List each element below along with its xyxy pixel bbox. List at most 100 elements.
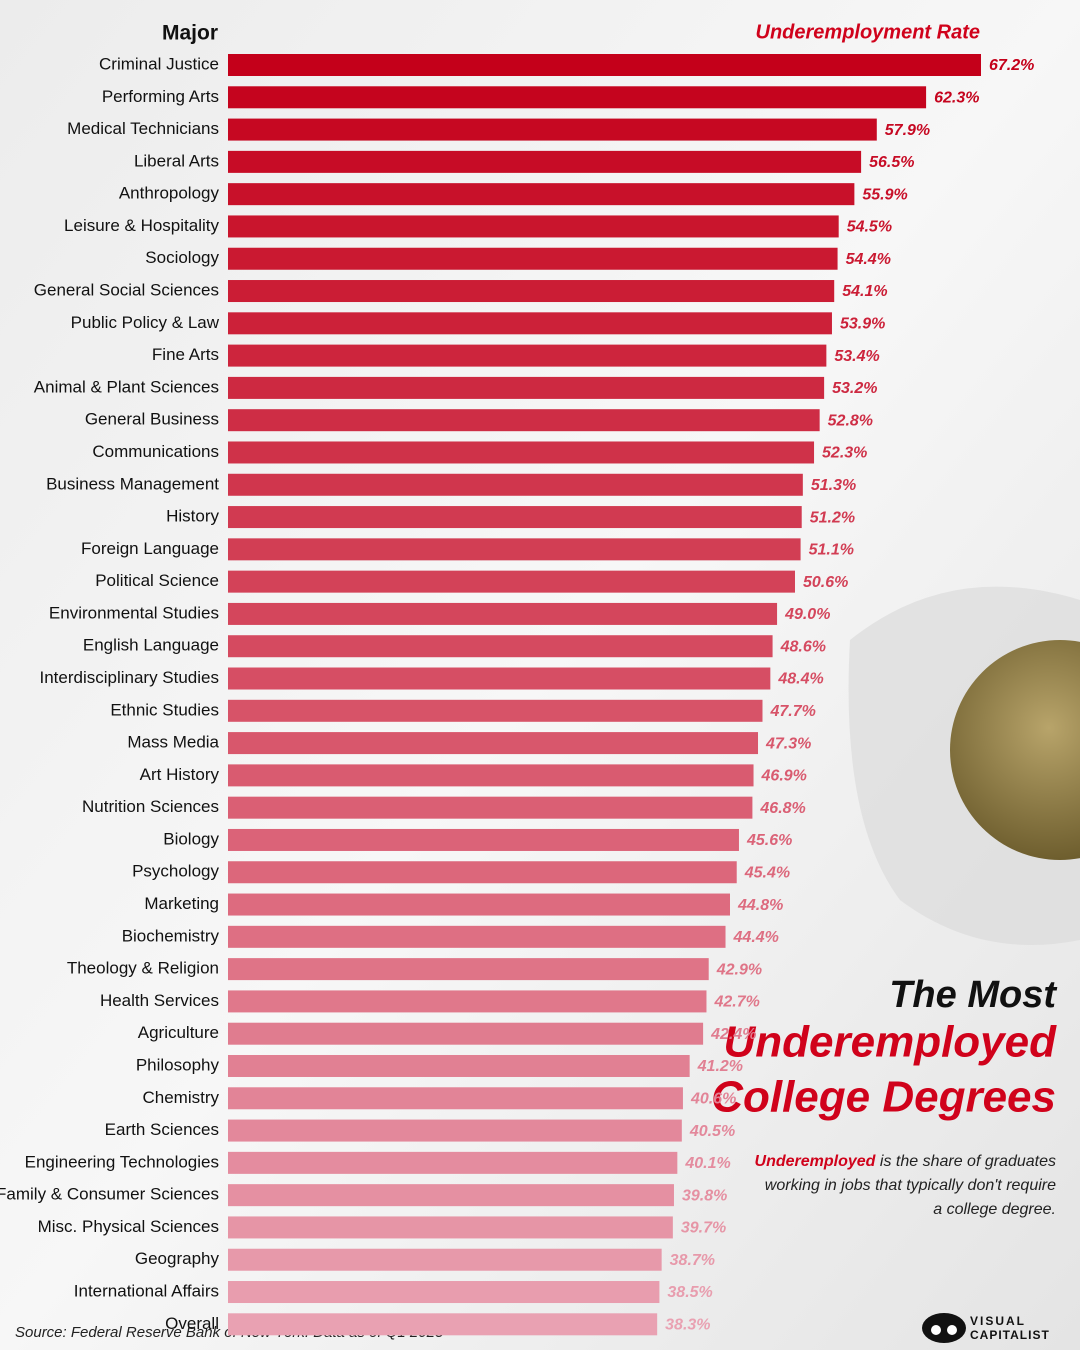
bar bbox=[228, 247, 838, 270]
bar bbox=[228, 1119, 682, 1142]
value-label: 54.4% bbox=[846, 251, 891, 268]
bar bbox=[228, 667, 771, 690]
bar bbox=[228, 990, 707, 1013]
value-label: 40.1% bbox=[684, 1155, 730, 1172]
bar bbox=[228, 1054, 690, 1077]
value-label: 38.3% bbox=[665, 1317, 710, 1334]
bar bbox=[228, 1087, 683, 1110]
bar bbox=[228, 1184, 674, 1207]
bar bbox=[228, 215, 839, 238]
bar bbox=[228, 312, 832, 335]
value-label: 50.6% bbox=[803, 574, 848, 591]
category-header: Major bbox=[162, 22, 218, 45]
value-label: 47.7% bbox=[769, 703, 815, 720]
value-label: 45.6% bbox=[746, 832, 792, 849]
value-label: 38.7% bbox=[670, 1252, 715, 1269]
note-bold: Underemployed bbox=[755, 1153, 877, 1170]
bar bbox=[228, 118, 877, 141]
category-label: Geography bbox=[135, 1249, 220, 1268]
category-label: Overall bbox=[165, 1314, 219, 1333]
category-label: Psychology bbox=[132, 862, 219, 881]
bar bbox=[228, 280, 835, 303]
value-label: 57.9% bbox=[885, 122, 930, 139]
category-label: Art History bbox=[140, 765, 220, 784]
bar bbox=[228, 732, 759, 755]
bar bbox=[228, 506, 802, 529]
value-label: 44.4% bbox=[733, 929, 779, 946]
logo-icon bbox=[922, 1313, 966, 1343]
bar bbox=[228, 1151, 678, 1174]
bar bbox=[228, 86, 927, 109]
bar bbox=[228, 1216, 673, 1239]
title-line: The Most bbox=[889, 974, 1057, 1016]
category-label: Fine Arts bbox=[152, 345, 219, 364]
category-label: Public Policy & Law bbox=[71, 313, 220, 332]
bar bbox=[228, 925, 726, 948]
value-label: 40.5% bbox=[689, 1123, 735, 1140]
category-label: English Language bbox=[83, 636, 219, 655]
category-label: Mass Media bbox=[127, 733, 219, 752]
category-label: Animal & Plant Sciences bbox=[34, 377, 219, 396]
note-line: working in jobs that typically don't req… bbox=[765, 1177, 1056, 1194]
value-label: 53.2% bbox=[832, 380, 877, 397]
value-label: 47.3% bbox=[765, 735, 811, 752]
category-label: Theology & Religion bbox=[67, 959, 219, 978]
value-label: 38.5% bbox=[667, 1284, 712, 1301]
bar bbox=[228, 150, 862, 173]
bar bbox=[228, 1248, 662, 1271]
bar bbox=[228, 183, 855, 206]
category-label: Chemistry bbox=[142, 1088, 219, 1107]
value-label: 51.2% bbox=[810, 509, 855, 526]
category-label: Environmental Studies bbox=[49, 603, 219, 622]
category-label: Business Management bbox=[46, 474, 219, 493]
bar bbox=[228, 764, 754, 787]
category-label: International Affairs bbox=[74, 1282, 219, 1301]
logo-text: VISUAL bbox=[970, 1314, 1026, 1328]
category-label: Nutrition Sciences bbox=[82, 797, 219, 816]
bar bbox=[228, 699, 763, 722]
value-label: 54.5% bbox=[847, 219, 892, 236]
category-label: Marketing bbox=[144, 894, 219, 913]
title-line: College Degrees bbox=[711, 1073, 1056, 1122]
value-label: 45.4% bbox=[744, 864, 790, 881]
category-label: Ethnic Studies bbox=[110, 700, 219, 719]
title-line: Underemployed bbox=[723, 1018, 1057, 1067]
value-header: Underemployment Rate bbox=[756, 21, 981, 43]
bar bbox=[228, 958, 709, 981]
logo-text: CAPITALIST bbox=[970, 1328, 1050, 1342]
note: Underemployed is the share of graduates bbox=[755, 1153, 1056, 1170]
value-label: 51.1% bbox=[809, 542, 854, 559]
category-label: Leisure & Hospitality bbox=[64, 216, 219, 235]
bar bbox=[228, 1281, 660, 1304]
bar bbox=[228, 538, 801, 561]
value-label: 55.9% bbox=[862, 186, 907, 203]
note-line: is the share of graduates bbox=[875, 1153, 1056, 1170]
category-label: Communications bbox=[92, 442, 219, 461]
bar bbox=[228, 893, 730, 916]
bar bbox=[228, 409, 820, 432]
value-label: 48.4% bbox=[777, 671, 823, 688]
value-label: 56.5% bbox=[869, 154, 914, 171]
value-label: 46.8% bbox=[759, 800, 805, 817]
logo-icon-eye bbox=[947, 1325, 957, 1335]
bar bbox=[228, 570, 795, 593]
category-label: Medical Technicians bbox=[67, 119, 219, 138]
note-line: a college degree. bbox=[933, 1201, 1056, 1218]
category-label: Performing Arts bbox=[102, 87, 219, 106]
value-label: 42.9% bbox=[716, 961, 762, 978]
category-label: Biochemistry bbox=[122, 926, 220, 945]
category-label: History bbox=[166, 507, 219, 526]
bar bbox=[228, 861, 737, 884]
category-label: Agriculture bbox=[138, 1023, 219, 1042]
bar bbox=[228, 344, 827, 367]
value-label: 40.6% bbox=[690, 1090, 736, 1107]
value-label: 46.9% bbox=[761, 768, 807, 785]
category-label: Anthropology bbox=[119, 184, 220, 203]
value-label: 49.0% bbox=[784, 606, 830, 623]
bar bbox=[228, 1313, 658, 1336]
value-label: 51.3% bbox=[811, 477, 856, 494]
value-label: 54.1% bbox=[842, 283, 887, 300]
category-label: Health Services bbox=[100, 991, 219, 1010]
value-label: 39.8% bbox=[682, 1187, 727, 1204]
category-label: Liberal Arts bbox=[134, 151, 219, 170]
